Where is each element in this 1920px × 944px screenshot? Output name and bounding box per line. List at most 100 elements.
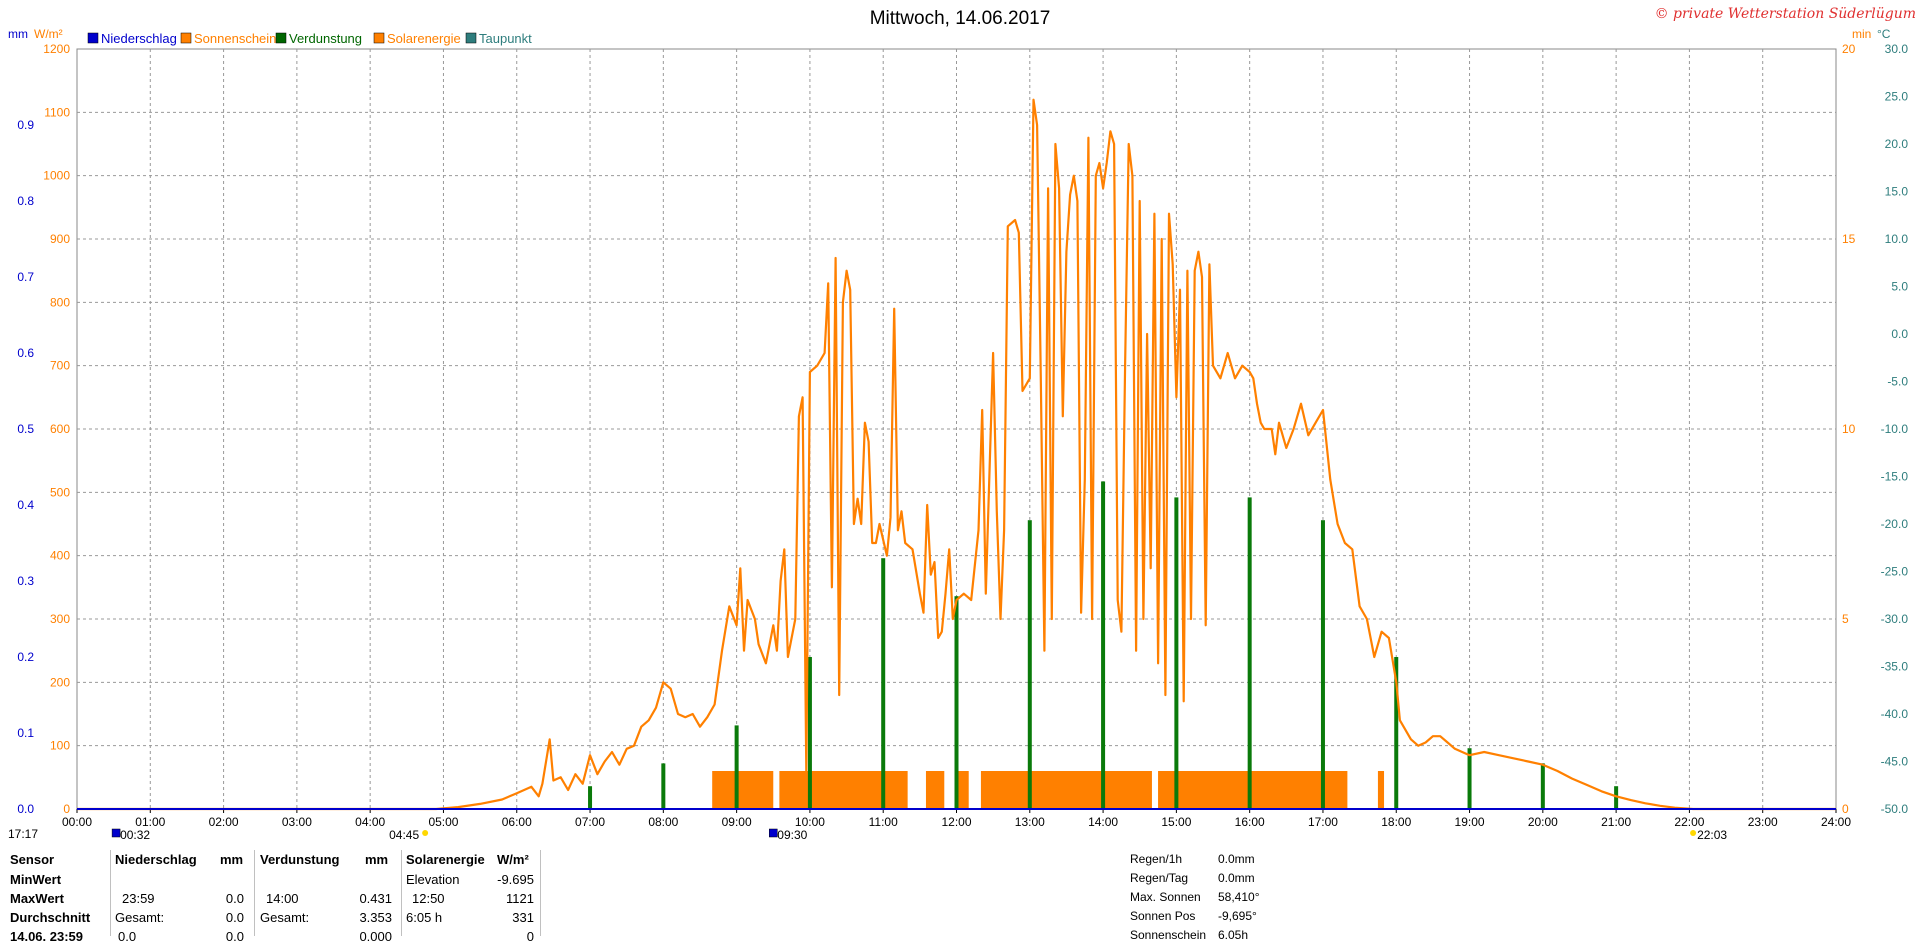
table-divider-4 [540,850,541,936]
y-degc-tick-label: -25.0 [1881,565,1909,579]
y-degc-tick-label: -35.0 [1881,660,1909,674]
x-tick-label: 04:00 [355,815,385,829]
evaporation-bar [1614,786,1619,809]
legend-label: Solarenergie [387,31,461,46]
y-degc-tick-label: -30.0 [1881,612,1909,626]
y-degc-tick-label: 15.0 [1885,185,1909,199]
sunshine-bar [925,771,945,809]
sunshine-bars [712,771,1385,809]
left-unit-wm2: W/m² [34,27,63,41]
evaporation-bar [1101,481,1106,809]
solarenergie-line [77,98,1836,811]
legend-label: Verdunstung [289,31,362,46]
evaporation-bar [1394,657,1399,809]
y-wm2-tick-label: 1200 [43,42,70,56]
y-min-tick-label: 10 [1842,422,1856,436]
y-min-tick-label: 20 [1842,42,1856,56]
chart-title: Mittwoch, 14.06.2017 [870,8,1051,29]
sunshine-bar [1377,771,1385,809]
row-label-min: MinWert [10,872,62,887]
y-degc-tick-label: -5.0 [1887,375,1908,389]
grid [76,48,1837,810]
evaporation-bar [588,786,593,809]
y-wm2-tick-label: 200 [50,675,70,689]
x-tick-label: 19:00 [1455,815,1485,829]
row-avg-n-time: Gesamt: [115,910,165,925]
x-tick-label: 13:00 [1015,815,1045,829]
x-tick-label: 08:00 [648,815,678,829]
y-degc-tick-label: 30.0 [1885,42,1909,56]
y-degc-tick-label: -40.0 [1881,707,1909,721]
legend-swatch [275,32,287,44]
x-tick-label: 23:00 [1748,815,1778,829]
x-tick-label: 24:00 [1821,815,1851,829]
evaporation-bar [954,596,959,809]
y-degc-tick-label: -50.0 [1881,802,1909,816]
x-tick-label: 15:00 [1161,815,1191,829]
y-degc-tick-label: 5.0 [1891,280,1908,294]
row-date-s-val: 0 [526,929,534,944]
y-wm2-tick-label: 600 [50,422,70,436]
y-wm2-tick-label: 400 [50,549,70,563]
y-min-tick-label: 0 [1842,802,1849,816]
marker-dot [1690,830,1697,836]
y-min-tick-label: 15 [1842,232,1856,246]
y-degc-tick-label: -15.0 [1881,470,1909,484]
y-wm2-tick-label: 700 [50,359,70,373]
evaporation-bar [1027,520,1032,809]
row-label-max: MaxWert [10,891,64,906]
y-mm-tick-label: 0.9 [17,118,34,132]
info-label-0: Regen/1h [1130,852,1183,866]
sunshine-bar [956,771,969,809]
solar-line [77,98,1836,811]
marker-label: 00:32 [120,828,150,842]
x-tick-label: 16:00 [1235,815,1265,829]
x-tick-label: 01:00 [135,815,165,829]
y-degc-tick-label: 25.0 [1885,90,1909,104]
table-header-solarenergie: Solarenergie [406,852,485,867]
sunshine-bar [779,771,908,809]
row-date-n-val: 0.0 [118,929,137,944]
table-header-mm2: mm [365,852,389,867]
table-divider-3 [401,850,402,936]
info-value-4: 6.05h [1218,928,1249,942]
legend-label: Taupunkt [479,31,532,46]
sunshine-bar [1158,771,1348,809]
y-wm2-tick-label: 800 [50,295,70,309]
evaporation-bar [1467,748,1472,809]
y-mm-tick-label: 0.6 [17,346,34,360]
x-tick-label: 21:00 [1601,815,1631,829]
row-max-solar-time: 12:50 [412,891,445,906]
y-wm2-tick-label: 1100 [44,105,70,119]
x-tick-label: 22:00 [1674,815,1704,829]
y-mm-tick-label: 0.2 [17,650,34,664]
row-min-solar-time: Elevation [406,872,460,887]
right-unit-min: min [1852,27,1871,41]
table-divider-1 [110,850,111,936]
marker-icon [769,828,778,838]
marker-dot [422,830,429,836]
x-tick-label: 02:00 [209,815,239,829]
evaporation-bar [1320,520,1325,809]
y-wm2-tick-label: 300 [50,612,70,626]
y-mm-tick-label: 0.1 [17,726,34,740]
x-tick-label: 03:00 [282,815,312,829]
x-tick-label: 11:00 [869,815,898,829]
table-header-wm2: W/m² [497,852,529,867]
x-tick-label: 06:00 [502,815,532,829]
axes: 00:00 01:00 02:00 03:00 04:00 05:00 06:00 07:00… [17,42,1908,829]
x-tick-label: 18:00 [1381,815,1411,829]
y-degc-tick-label: -10.0 [1881,422,1909,436]
evaporation-bar [661,763,666,809]
info-value-3: -9,695° [1218,909,1257,923]
y-mm-tick-label: 0.4 [17,498,34,512]
sunshine-bar [712,771,774,809]
row-label-avg: Durchschnitt [10,910,91,925]
legend-swatch [373,32,385,44]
sunshine-bar [980,771,1152,809]
y-mm-tick-label: 0.3 [17,574,34,588]
marker-icon [111,828,121,838]
marker-label: 09:30 [777,828,807,842]
y-wm2-tick-label: 1000 [43,169,70,183]
x-tick-label: 10:00 [795,815,825,829]
